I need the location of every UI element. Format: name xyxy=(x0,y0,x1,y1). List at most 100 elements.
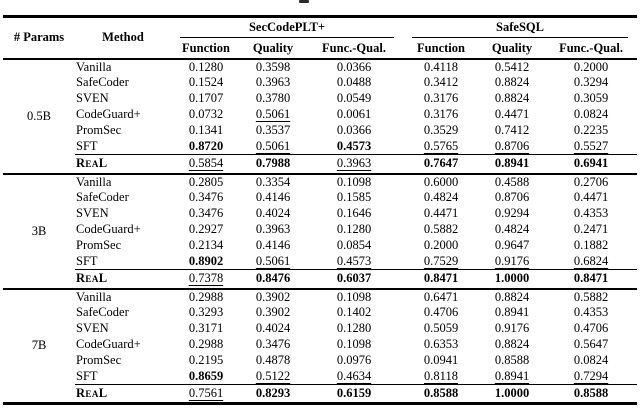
value-cell: 0.4024 xyxy=(255,321,291,335)
real-summary-row: ReaL 0.7561 0.8293 0.6159 0.8588 1.0000 0.8588 xyxy=(3,384,638,404)
value-cell: 0.3412 xyxy=(423,75,459,89)
method-cell: SafeCoder xyxy=(76,190,129,204)
value-cell: 0.5527 xyxy=(573,138,609,153)
value-cell: 0.5122 xyxy=(255,368,291,383)
group-header-safesql: SafeSQL xyxy=(403,17,637,39)
value-cell: 0.2195 xyxy=(188,353,224,367)
value-cell: 0.9647 xyxy=(494,238,530,252)
value-cell: 0.5059 xyxy=(423,321,459,335)
value-cell: 0.3059 xyxy=(573,91,609,105)
method-cell: SVEN xyxy=(76,206,109,220)
real-summary-row: ReaL 0.5854 0.7988 0.3963 0.7647 0.8941 0.6941 xyxy=(3,154,638,175)
table-row: SVEN 0.3171 0.4024 0.1280 0.5059 0.9176 0.4706 xyxy=(3,321,637,337)
method-cell: SafeCoder xyxy=(76,305,129,319)
method-cell: SFT xyxy=(76,253,98,268)
group-label-seccodeplt: SecCodePLT+ xyxy=(180,18,394,39)
value-cell: 0.3476 xyxy=(188,190,224,204)
value-cell: 0.8659 xyxy=(188,368,224,383)
method-cell: Vanilla xyxy=(76,174,112,189)
method-cell: Vanilla xyxy=(76,289,112,304)
value-cell: 0.8720 xyxy=(188,138,224,153)
value-cell: 0.1646 xyxy=(336,206,372,220)
value-cell: 0.8476 xyxy=(241,269,305,290)
params-cell: 3B xyxy=(3,173,75,290)
value-cell: 0.1098 xyxy=(336,289,372,304)
value-cell: 0.0824 xyxy=(573,353,609,367)
value-cell: 0.3171 xyxy=(188,321,224,335)
value-cell: 0.0549 xyxy=(336,91,372,105)
value-cell: 0.8471 xyxy=(545,269,638,290)
value-cell: 0.3963 xyxy=(255,222,291,236)
value-cell: 0.1098 xyxy=(336,337,372,351)
value-cell: 0.0732 xyxy=(188,107,224,121)
value-cell: 0.9176 xyxy=(494,321,530,335)
real-method-cell: ReaL xyxy=(75,384,171,404)
value-cell: 0.0976 xyxy=(336,353,372,367)
value-cell: 0.4706 xyxy=(573,321,609,335)
value-cell: 0.2134 xyxy=(188,238,224,252)
value-cell: 0.1524 xyxy=(188,75,224,89)
value-cell: 0.3176 xyxy=(423,91,459,105)
value-cell: 0.5061 xyxy=(255,138,291,153)
value-cell: 0.9176 xyxy=(494,253,530,268)
value-cell: 0.1882 xyxy=(573,238,609,252)
value-cell: 0.4146 xyxy=(255,190,291,204)
value-cell: 0.1585 xyxy=(336,190,372,204)
table-row: PromSec 0.2195 0.4878 0.0976 0.0941 0.8588 0.0… xyxy=(3,353,637,369)
value-cell: 0.4634 xyxy=(336,368,372,383)
value-cell: 0.8941 xyxy=(494,305,530,319)
table-row: CodeGuard+ 0.0732 0.5061 0.0061 0.3176 0.4471… xyxy=(3,107,637,123)
real-method-cell: ReaL xyxy=(75,269,171,290)
value-cell: 0.0488 xyxy=(336,75,372,89)
value-cell: 0.2000 xyxy=(423,238,459,252)
value-cell: 0.7988 xyxy=(241,154,305,175)
results-table: # Params Method SecCodePLT+ SafeSQL Func… xyxy=(3,15,638,405)
subheader-quality-1: Quality xyxy=(241,38,305,60)
value-cell: 0.8824 xyxy=(494,75,530,89)
value-cell: 0.1280 xyxy=(336,321,372,335)
table-row: PromSec 0.1341 0.3537 0.0366 0.3529 0.7412 0.2… xyxy=(3,123,637,139)
value-cell: 0.7647 xyxy=(403,154,479,175)
table-header: # Params Method SecCodePLT+ SafeSQL Func… xyxy=(3,16,638,60)
value-cell: 0.1341 xyxy=(188,123,224,137)
subheader-function-1: Function xyxy=(171,38,241,60)
value-cell: 0.7412 xyxy=(494,123,530,137)
value-cell: 0.4353 xyxy=(573,305,609,319)
table-row: 3B Vanilla 0.2805 0.3354 0.1098 0.6000 0.4588 0… xyxy=(3,173,637,290)
value-cell: 0.3293 xyxy=(188,305,224,319)
value-cell: 0.8824 xyxy=(494,289,530,304)
value-cell: 0.8706 xyxy=(494,190,530,204)
value-cell: 0.2471 xyxy=(573,222,609,236)
value-cell: 0.6824 xyxy=(573,253,609,268)
value-cell: 0.8588 xyxy=(494,353,530,367)
value-cell: 0.3963 xyxy=(305,154,403,175)
value-cell: 0.5765 xyxy=(423,138,459,153)
method-cell: PromSec xyxy=(76,238,122,252)
value-cell: 0.0366 xyxy=(336,123,372,137)
method-cell: SFT xyxy=(76,368,98,383)
method-cell: CodeGuard+ xyxy=(76,222,141,236)
real-summary-row: ReaL 0.7378 0.8476 0.6037 0.8471 1.0000 0.8471 xyxy=(3,269,638,290)
table-row: SafeCoder 0.1524 0.3963 0.0488 0.3412 0.8824 0… xyxy=(3,75,637,91)
value-cell: 0.9294 xyxy=(494,206,530,220)
cropped-caption-fragment xyxy=(299,0,309,3)
table-row: CodeGuard+ 0.2927 0.3963 0.1280 0.5882 0.4824… xyxy=(3,222,637,238)
value-cell: 1.0000 xyxy=(479,384,545,404)
method-cell: PromSec xyxy=(76,353,122,367)
subheader-row: Function Quality Func.-Qual. Function Qu… xyxy=(3,38,638,60)
method-cell: SVEN xyxy=(76,321,109,335)
value-cell: 0.3598 xyxy=(255,59,291,74)
value-cell: 0.8471 xyxy=(403,269,479,290)
value-cell: 0.1280 xyxy=(336,222,372,236)
table-row: SVEN 0.1707 0.3780 0.0549 0.3176 0.8824 0.3059 xyxy=(3,91,637,107)
value-cell: 0.4824 xyxy=(423,190,459,204)
value-cell: 0.4353 xyxy=(573,206,609,220)
value-cell: 0.2235 xyxy=(573,123,609,137)
table-row: 0.5B Vanilla 0.1280 0.3598 0.0366 0.4118 0.541… xyxy=(3,58,637,175)
value-cell: 0.8293 xyxy=(241,384,305,404)
table-row: PromSec 0.2134 0.4146 0.0854 0.2000 0.9647 0.1… xyxy=(3,238,637,254)
value-cell: 0.6159 xyxy=(305,384,403,404)
method-cell: CodeGuard+ xyxy=(76,107,141,121)
value-cell: 0.5882 xyxy=(423,222,459,236)
